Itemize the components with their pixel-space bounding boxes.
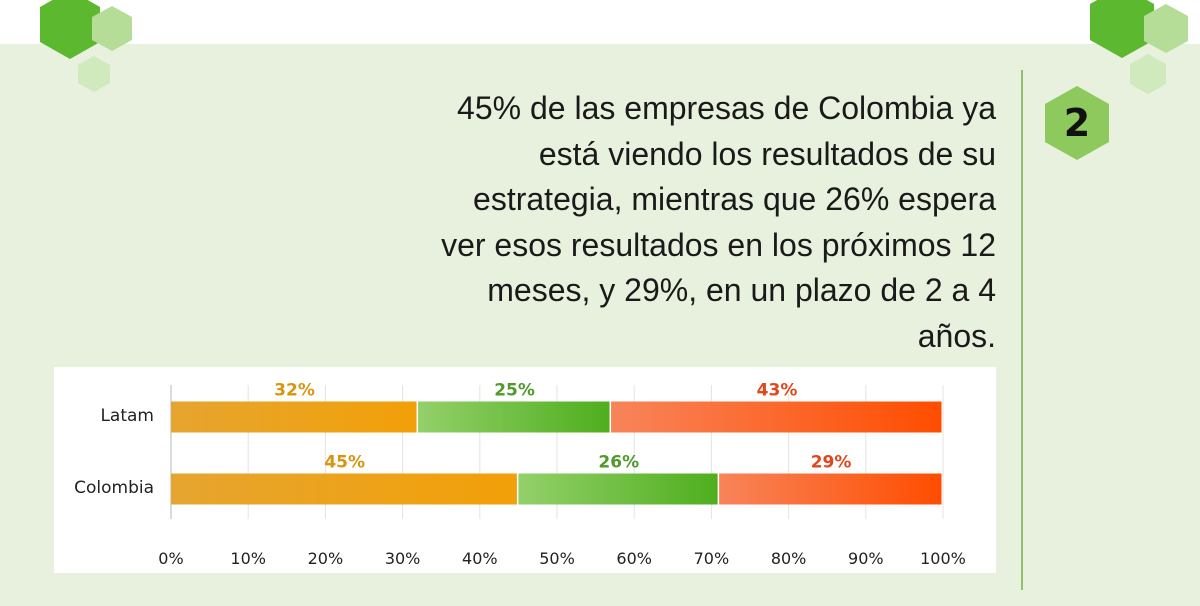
headline-text: 45% de las empresas de Colombia ya está … [441,90,996,354]
hex-pale-right [1130,54,1166,94]
x-tick-label: 60% [616,549,652,568]
x-tick-label: 100% [920,549,966,568]
x-tick-label: 20% [308,549,344,568]
x-tick-label: 80% [771,549,807,568]
bar-segment [171,401,417,433]
bar-segment [611,401,942,433]
data-label: 45% [324,453,365,473]
category-label: Latam [100,406,154,426]
x-tick-label: 30% [385,549,421,568]
badge-hexagon [1045,86,1109,160]
x-tick-label: 0% [158,549,183,568]
bar-segment [418,401,610,433]
hex-light-left [92,6,132,51]
hex-light-right [1144,4,1188,53]
category-label: Colombia [74,478,154,498]
bar-segment [171,473,517,505]
x-tick-label: 90% [848,549,884,568]
x-tick-label: 50% [539,549,575,568]
data-label: 25% [494,381,535,401]
hexagon-decoration-left [40,0,132,92]
data-label: 29% [811,453,852,473]
data-label: 26% [598,453,639,473]
badge-number: 2 [1063,101,1091,145]
chart-container: 0% 10% 20% 30% 40% 50% 60% 70% 80% 90% 100% Latam 32… [54,367,996,573]
hexagon-decoration-right [1090,0,1188,94]
stacked-bar-chart: 0% 10% 20% 30% 40% 50% 60% 70% 80% 90% 100% Latam 32… [74,381,966,569]
hex-dark-right [1090,0,1154,58]
x-tick-label: 40% [462,549,498,568]
data-label: 32% [274,381,315,401]
x-tick-label: 70% [694,549,730,568]
data-label: 43% [757,381,798,401]
x-tick-label: 10% [230,549,266,568]
hex-pale-left [78,56,110,92]
divider-line [1021,70,1023,590]
bar-segment [518,473,718,505]
bar-segment [719,473,942,505]
hex-dark-left [40,0,100,59]
